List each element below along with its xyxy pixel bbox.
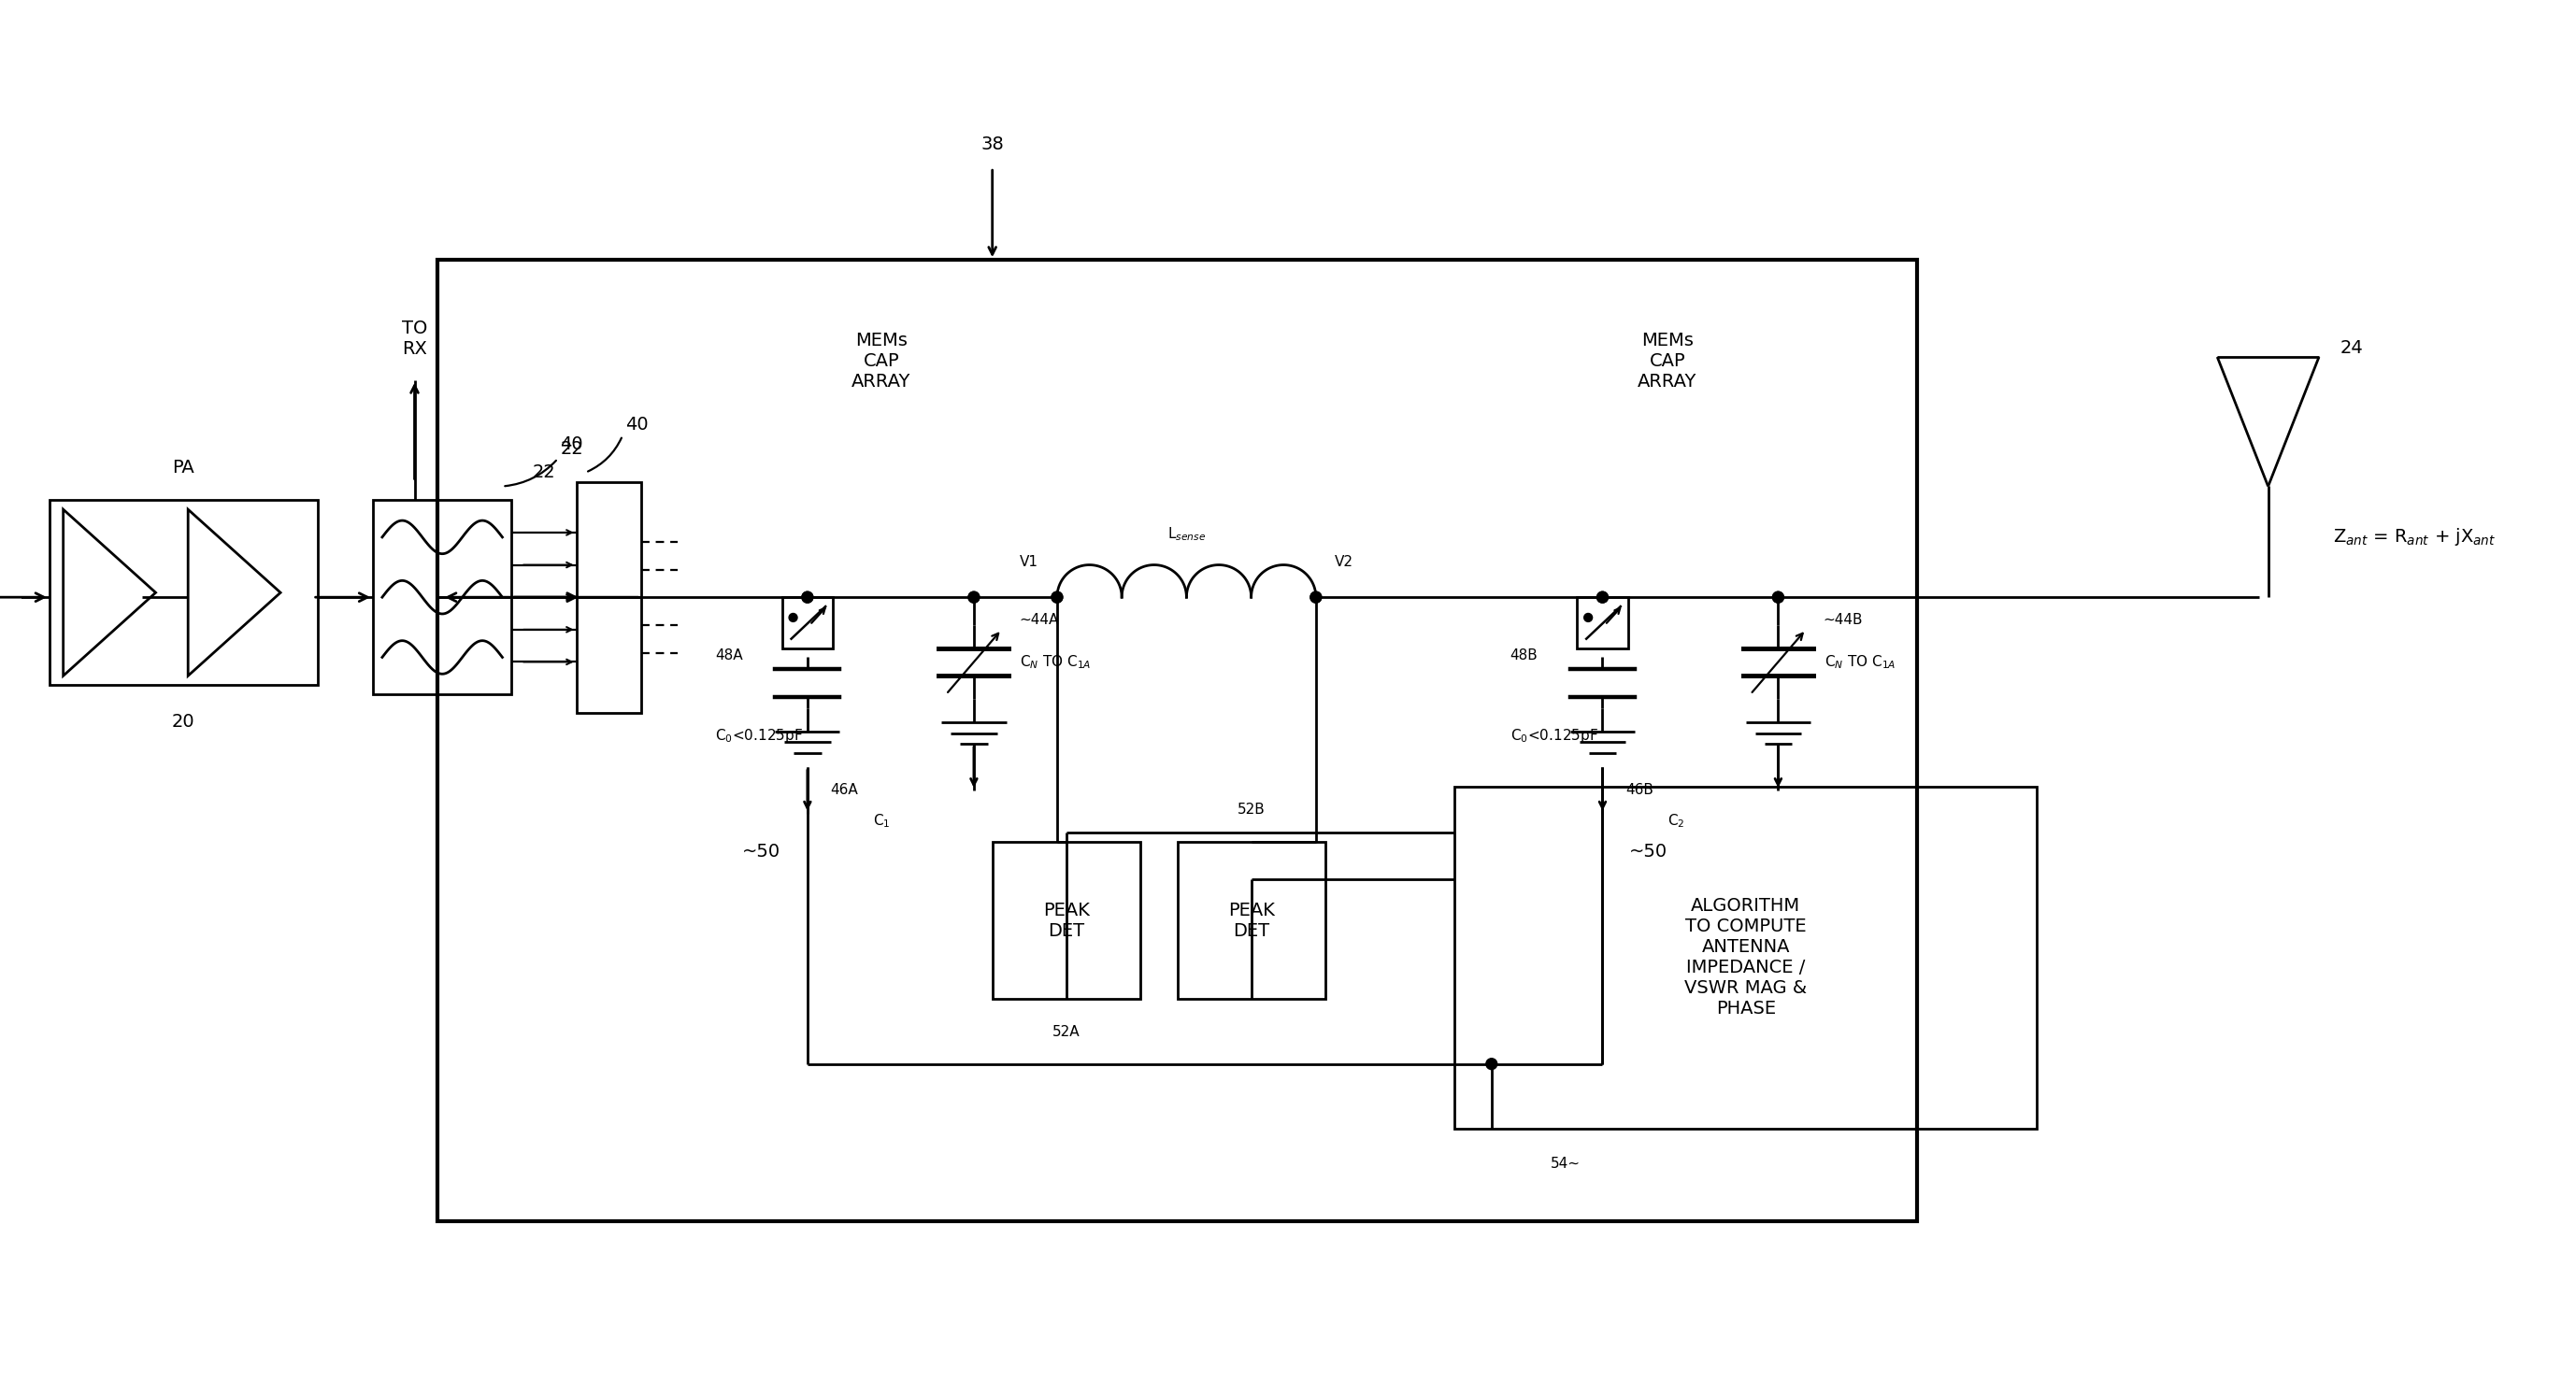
Circle shape [1597, 591, 1607, 603]
Text: 54~: 54~ [1551, 1156, 1582, 1170]
Text: 46A: 46A [829, 784, 858, 798]
Circle shape [969, 591, 979, 603]
Text: V2: V2 [1334, 555, 1352, 569]
Text: 22: 22 [533, 463, 556, 481]
Circle shape [1486, 1059, 1497, 1070]
Bar [1177, 843, 1324, 999]
Circle shape [788, 614, 799, 622]
Circle shape [1584, 614, 1592, 622]
Text: C$_N$ TO C$_{1A}$: C$_N$ TO C$_{1A}$ [1824, 653, 1896, 671]
Circle shape [1772, 591, 1783, 603]
Text: ~44A: ~44A [1018, 614, 1059, 628]
Text: 48B: 48B [1510, 649, 1538, 663]
Text: L$_{sense}$: L$_{sense}$ [1167, 526, 1206, 543]
Text: 48A: 48A [716, 649, 742, 663]
Circle shape [801, 591, 814, 603]
Text: C$_0$<0.125pF: C$_0$<0.125pF [716, 727, 804, 745]
Bar [49, 501, 317, 685]
Text: TO
RX: TO RX [402, 319, 428, 357]
Text: 20: 20 [173, 713, 196, 731]
Circle shape [1051, 591, 1064, 603]
Text: 24: 24 [2339, 339, 2362, 357]
Text: 40: 40 [626, 416, 649, 434]
Bar [374, 501, 513, 695]
Bar [783, 597, 832, 649]
Circle shape [1311, 591, 1321, 603]
Text: 52B: 52B [1236, 802, 1265, 817]
Text: ~50: ~50 [1631, 843, 1667, 861]
Bar [438, 259, 1917, 1221]
Text: Z$_{ant}$ = R$_{ant}$ + jX$_{ant}$: Z$_{ant}$ = R$_{ant}$ + jX$_{ant}$ [2334, 526, 2496, 548]
Circle shape [1311, 591, 1321, 603]
Circle shape [1051, 591, 1064, 603]
Bar [577, 481, 641, 713]
Text: C$_N$ TO C$_{1A}$: C$_N$ TO C$_{1A}$ [1020, 653, 1092, 671]
Text: C$_2$: C$_2$ [1667, 812, 1685, 830]
Text: C$_0$<0.125pF: C$_0$<0.125pF [1510, 727, 1597, 745]
Bar [1577, 597, 1628, 649]
Bar [992, 843, 1141, 999]
Text: 40: 40 [559, 435, 582, 453]
Text: C$_1$: C$_1$ [873, 812, 891, 830]
Circle shape [1597, 591, 1607, 603]
Text: ALGORITHM
TO COMPUTE
ANTENNA
IMPEDANCE /
VSWR MAG &
PHASE: ALGORITHM TO COMPUTE ANTENNA IMPEDANCE /… [1685, 897, 1808, 1018]
Text: 38: 38 [981, 135, 1005, 153]
Text: 22: 22 [559, 441, 582, 458]
Text: ~44B: ~44B [1824, 614, 1862, 628]
Text: PEAK
DET: PEAK DET [1043, 901, 1090, 940]
Bar [1455, 787, 2038, 1129]
Text: 52A: 52A [1054, 1024, 1079, 1039]
Text: MEMs
CAP
ARRAY: MEMs CAP ARRAY [1638, 332, 1698, 391]
Text: MEMs
CAP
ARRAY: MEMs CAP ARRAY [853, 332, 912, 391]
Circle shape [969, 591, 979, 603]
Circle shape [1772, 591, 1783, 603]
Circle shape [801, 591, 814, 603]
Text: PEAK
DET: PEAK DET [1229, 901, 1275, 940]
Text: ~50: ~50 [742, 843, 781, 861]
Text: 46B: 46B [1625, 784, 1654, 798]
Text: PA: PA [173, 459, 196, 477]
Text: V1: V1 [1020, 555, 1038, 569]
